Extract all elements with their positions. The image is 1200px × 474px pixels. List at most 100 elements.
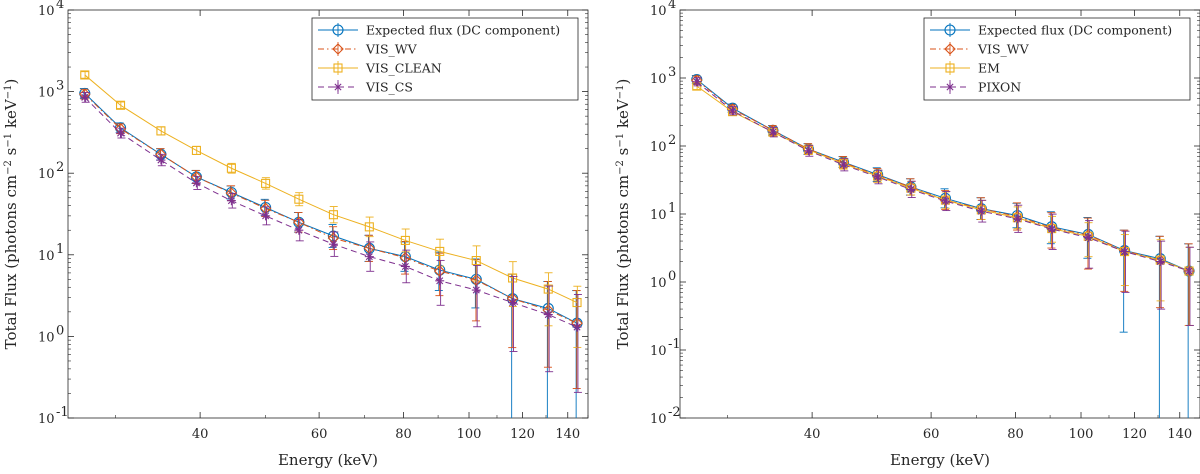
y-tick-label: 10	[650, 344, 667, 359]
legend-label: Expected flux (DC component)	[366, 23, 560, 38]
y-tick-exponent: -1	[56, 405, 69, 420]
y-tick-exponent: 1	[668, 201, 676, 216]
x-tick-label: 120	[510, 427, 535, 442]
data-point	[1155, 257, 1165, 267]
legend-marker	[333, 82, 343, 92]
y-axis-label: Total Flux (photons cm−2 s−1 keV−1)	[2, 79, 20, 350]
data-point	[328, 210, 338, 220]
y-tick-exponent: 4	[668, 0, 676, 12]
data-point	[261, 211, 271, 221]
y-tick-exponent: 1	[56, 242, 64, 257]
legend: Expected flux (DC component) VIS_WV EM PIXO…	[923, 17, 1191, 101]
data-point	[572, 297, 582, 308]
data-point	[1047, 224, 1057, 234]
data-point	[80, 92, 90, 102]
legend-marker	[944, 24, 956, 36]
series-line	[84, 93, 578, 324]
data-point	[364, 222, 374, 232]
data-point	[1120, 247, 1130, 257]
data-point	[294, 194, 304, 204]
data-point	[471, 285, 481, 295]
x-tick-label: 40	[804, 427, 821, 442]
y-tick-label: 10	[38, 86, 55, 101]
y-tick-label: 10	[650, 276, 667, 291]
legend-label: Expected flux (DC component)	[978, 23, 1172, 38]
x-tick-label: 100	[1069, 427, 1094, 442]
y-tick-exponent: 0	[668, 269, 676, 284]
data-point	[470, 274, 483, 286]
data-point	[508, 298, 518, 308]
x-tick-label: 120	[1122, 427, 1147, 442]
legend-box	[311, 17, 579, 101]
data-point	[433, 265, 446, 277]
data-point	[508, 273, 518, 283]
x-tick-label: 100	[457, 427, 482, 442]
y-tick-exponent: -2	[668, 405, 681, 420]
data-point	[116, 128, 126, 138]
series-vis-wv	[78, 88, 583, 389]
data-point	[226, 196, 236, 206]
legend-label: EM	[978, 61, 1000, 76]
legend-label: VIS_WV	[365, 42, 418, 57]
legend-label: VIS_CS	[365, 80, 413, 95]
data-point	[768, 127, 778, 137]
data-point	[471, 256, 481, 266]
data-point	[940, 196, 950, 206]
data-point	[873, 172, 883, 182]
x-tick-label: 60	[923, 427, 940, 442]
data-point	[115, 100, 126, 110]
y-tick-label: 10	[650, 72, 667, 87]
data-point	[435, 246, 445, 256]
data-point	[728, 106, 738, 116]
data-point	[156, 126, 166, 136]
data-point	[364, 252, 374, 262]
legend-marker	[945, 82, 955, 92]
data-point	[1083, 233, 1093, 243]
y-tick-exponent: 0	[56, 323, 64, 338]
y-tick-label: 10	[650, 208, 667, 223]
y-tick-label: 10	[650, 412, 667, 427]
x-tick-label: 60	[311, 427, 328, 442]
x-tick-label: 80	[1007, 427, 1024, 442]
data-point	[261, 178, 271, 188]
x-axis-label: Energy (keV)	[278, 451, 378, 469]
legend-label: VIS_WV	[977, 42, 1030, 57]
data-point	[191, 178, 201, 188]
data-point	[80, 70, 90, 80]
data-point	[328, 239, 338, 249]
data-point	[803, 146, 813, 156]
data-point	[400, 261, 410, 271]
y-tick-exponent: -1	[668, 337, 681, 352]
legend-marker	[944, 43, 956, 55]
data-point	[191, 145, 201, 156]
legend-label: PIXON	[978, 80, 1021, 95]
data-point	[156, 155, 166, 165]
data-point	[838, 160, 848, 170]
data-point	[976, 206, 986, 216]
data-point	[1184, 266, 1194, 276]
data-point	[572, 322, 582, 332]
y-tick-label: 10	[38, 4, 55, 19]
series-vis-cs	[80, 92, 582, 393]
legend-marker	[333, 63, 343, 73]
y-axis-label: Total Flux (photons cm−2 s−1 keV−1)	[614, 79, 632, 350]
series-vis-clean	[80, 70, 582, 348]
x-axis-label: Energy (keV)	[890, 451, 990, 469]
series-line	[696, 81, 1190, 272]
data-point	[906, 184, 916, 194]
data-point	[294, 225, 304, 235]
y-tick-exponent: 3	[668, 65, 676, 80]
y-tick-label: 10	[38, 412, 55, 427]
x-tick-label: 40	[192, 427, 209, 442]
series-pixon	[692, 77, 1194, 326]
series-line	[696, 79, 1190, 272]
y-tick-exponent: 4	[56, 0, 64, 12]
data-point	[400, 235, 410, 245]
legend-label: VIS_CLEAN	[365, 61, 442, 76]
data-point	[1012, 214, 1022, 224]
y-tick-label: 10	[38, 167, 55, 182]
y-tick-exponent: 2	[56, 160, 64, 175]
